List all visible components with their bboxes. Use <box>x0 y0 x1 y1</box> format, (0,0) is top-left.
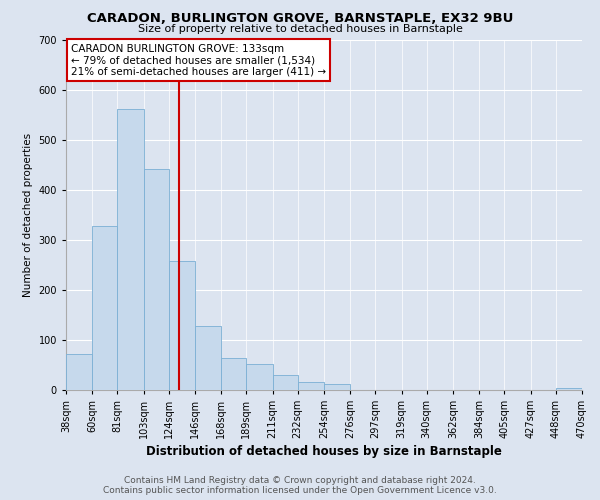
Bar <box>92 226 118 390</box>
Bar <box>118 109 143 390</box>
Bar <box>169 260 195 390</box>
Bar <box>556 388 582 390</box>
X-axis label: Distribution of detached houses by size in Barnstaple: Distribution of detached houses by size … <box>146 446 502 458</box>
Bar <box>143 169 169 390</box>
Text: Contains HM Land Registry data © Crown copyright and database right 2024.
Contai: Contains HM Land Registry data © Crown c… <box>103 476 497 495</box>
Text: Size of property relative to detached houses in Barnstaple: Size of property relative to detached ho… <box>137 24 463 34</box>
Bar <box>272 374 298 390</box>
Bar <box>324 384 350 390</box>
Text: CARADON BURLINGTON GROVE: 133sqm
← 79% of detached houses are smaller (1,534)
21: CARADON BURLINGTON GROVE: 133sqm ← 79% o… <box>71 44 326 76</box>
Bar <box>298 382 324 390</box>
Bar <box>221 358 247 390</box>
Text: CARADON, BURLINGTON GROVE, BARNSTAPLE, EX32 9BU: CARADON, BURLINGTON GROVE, BARNSTAPLE, E… <box>87 12 513 26</box>
Bar <box>66 354 92 390</box>
Bar <box>247 364 272 390</box>
Y-axis label: Number of detached properties: Number of detached properties <box>23 133 33 297</box>
Bar <box>195 326 221 390</box>
